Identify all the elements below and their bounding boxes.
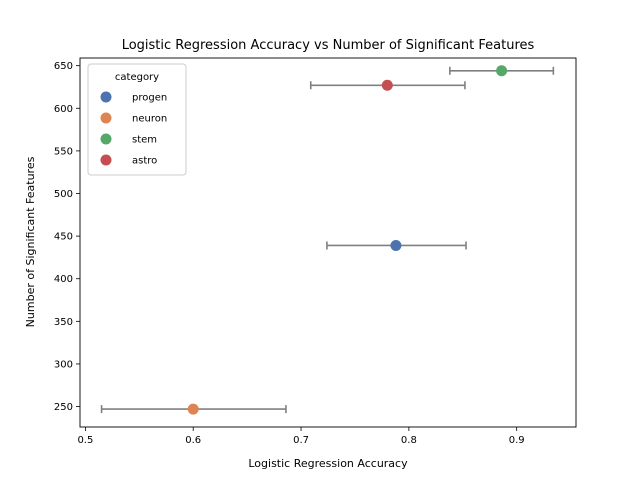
y-tick-label: 500 [54,189,73,200]
y-tick-label: 350 [54,317,73,328]
x-tick-label: 0.5 [77,435,93,446]
point-progen [390,239,402,251]
y-tick-label: 600 [54,104,73,115]
x-tick-label: 0.6 [185,435,201,446]
y-tick-label: 550 [54,146,73,157]
x-tick-label: 0.9 [509,435,525,446]
x-tick-label: 0.7 [293,435,309,446]
legend: category progen neuron stem astro [87,63,187,176]
point-astro [381,79,393,91]
y-tick-label: 650 [54,61,73,72]
legend-label-progen: progen [132,93,167,104]
y-tick-label: 250 [54,402,73,413]
legend-marker-progen [100,91,112,103]
x-axis-label: Logistic Regression Accuracy [248,457,408,470]
legend-marker-stem [100,133,112,145]
y-tick-label: 450 [54,232,73,243]
legend-label-astro: astro [132,156,157,167]
legend-label-neuron: neuron [132,114,167,125]
legend-title: category [115,72,159,83]
axes-frame [79,57,577,428]
legend-marker-astro [100,154,112,166]
legend-box [87,63,187,176]
chart-title: Logistic Regression Accuracy vs Number o… [122,38,535,53]
x-tick-label: 0.8 [401,435,417,446]
plot-area: 0.5 0.6 0.7 0.8 0.9 250 300 350 400 450 500 550 600 6… [54,57,577,446]
y-axis-label: Number of Significant Features [24,156,37,327]
point-stem [496,65,508,77]
y-tick-label: 400 [54,274,73,285]
legend-marker-neuron [100,112,112,124]
y-tick-label: 300 [54,359,73,370]
point-neuron [187,403,199,415]
legend-label-stem: stem [132,135,157,146]
